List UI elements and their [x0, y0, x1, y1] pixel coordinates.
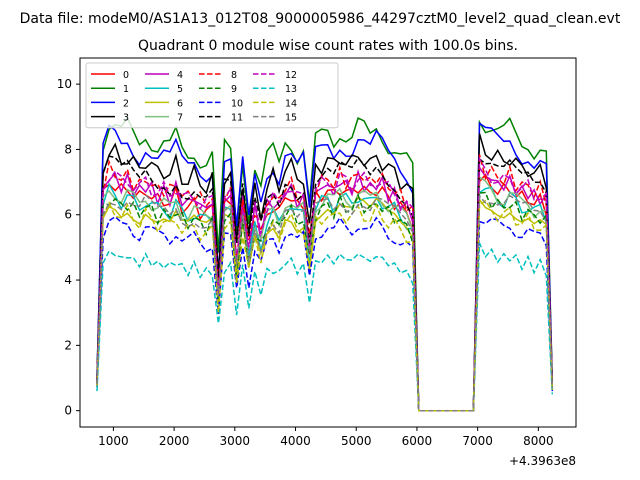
legend-label-13: 13 — [285, 84, 297, 95]
legend-label-4: 4 — [177, 70, 183, 81]
y-tick-label: 10 — [57, 77, 72, 91]
x-tick-label: 7000 — [462, 434, 493, 448]
legend-label-9: 9 — [231, 84, 237, 95]
x-tick-label: 2000 — [159, 434, 190, 448]
x-tick-label: 6000 — [402, 434, 433, 448]
y-tick-label: 8 — [64, 142, 72, 156]
legend-label-14: 14 — [285, 98, 297, 109]
legend-label-15: 15 — [285, 113, 297, 124]
legend-label-2: 2 — [123, 98, 129, 109]
legend-label-6: 6 — [177, 98, 183, 109]
x-tick-label: 3000 — [220, 434, 251, 448]
series-line-3 — [96, 133, 554, 412]
series-line-5 — [96, 182, 554, 412]
axes-layer: 1000 2000 3000 4000 5000 6000 7000 8000 0 2 4 6 8 10 — [57, 77, 554, 448]
legend-label-12: 12 — [285, 70, 297, 81]
legend-label-7: 7 — [177, 113, 183, 124]
legend-label-0: 0 — [123, 70, 129, 81]
series-line-11 — [96, 155, 554, 412]
series-line-2 — [96, 122, 554, 412]
legend-label-11: 11 — [231, 113, 243, 124]
y-tick-label: 4 — [64, 273, 72, 287]
x-tick-label: 1000 — [98, 434, 129, 448]
figure-suptitle: Data file: modeM0/AS1A13_012T08_90000059… — [20, 11, 621, 27]
chart-title: Quadrant 0 module wise count rates with … — [138, 38, 518, 54]
series-line-12 — [96, 155, 554, 412]
x-offset-label: +4.3963e8 — [509, 454, 576, 468]
series-line-6 — [96, 196, 554, 412]
legend-label-5: 5 — [177, 84, 183, 95]
legend-label-1: 1 — [123, 84, 129, 95]
legend-label-10: 10 — [231, 98, 243, 109]
series-line-13 — [96, 242, 554, 412]
legend-box — [85, 62, 339, 129]
series-line-15 — [96, 193, 554, 412]
y-tick-label: 6 — [64, 208, 72, 222]
series-layer — [96, 116, 554, 412]
x-tick-label: 5000 — [341, 434, 372, 448]
x-tick-label: 8000 — [523, 434, 554, 448]
y-tick-label: 0 — [64, 404, 72, 418]
series-line-9 — [96, 191, 554, 412]
plot-frame — [79, 57, 577, 428]
legend-label-3: 3 — [123, 113, 129, 124]
series-line-10 — [96, 215, 554, 412]
series-line-7 — [96, 175, 554, 412]
legend-label-8: 8 — [231, 70, 237, 81]
x-tick-label: 4000 — [280, 434, 311, 448]
y-tick-label: 2 — [64, 338, 72, 352]
